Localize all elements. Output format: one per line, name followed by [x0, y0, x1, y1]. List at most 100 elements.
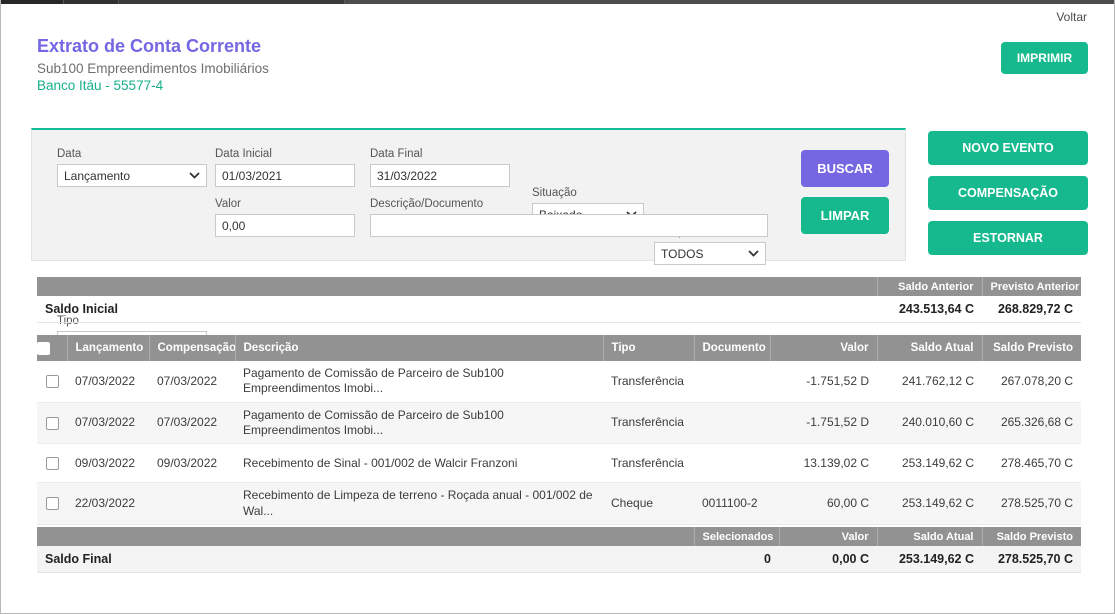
top-sliver-segment: [63, 0, 118, 4]
transaction-row: 07/03/2022 07/03/2022 Pagamento de Comis…: [37, 402, 1081, 445]
descricao-documento-input[interactable]: [370, 214, 768, 237]
valor-cell: -1.751,52 D: [770, 402, 877, 445]
valor-cell: -1.751,52 D: [770, 361, 877, 403]
top-sliver-segment: [344, 0, 1114, 4]
side-actions: NOVO EVENTO COMPENSAÇÃO ESTORNAR: [928, 131, 1088, 266]
compensacao-cell: [149, 482, 235, 526]
saldo-inicial-header-row: Saldo Anterior Previsto Anterior: [37, 277, 1081, 296]
data-inicial-input[interactable]: [215, 164, 355, 187]
filter-valor-label: Valor: [215, 198, 241, 210]
saldo-previsto-cell: 267.078,20 C: [982, 361, 1081, 403]
row-select-cell: [37, 482, 67, 526]
filter-situacao-label: Situação: [532, 187, 577, 199]
compensado-select[interactable]: TODOS: [654, 242, 766, 265]
filter-data-inicial-label: Data Inicial: [215, 148, 272, 160]
selecionados-header: Selecionados: [693, 527, 779, 546]
saldo-atual-final-value: 253.149,62 C: [877, 546, 982, 573]
saldo-previsto-cell: 265.326,68 C: [982, 402, 1081, 445]
saldo-inicial-row: Saldo Inicial 243.513,64 C 268.829,72 C: [37, 296, 1081, 323]
valor-total-header: Valor: [778, 527, 877, 546]
previsto-anterior-value: 268.829,72 C: [982, 296, 1081, 323]
row-select-cell: [37, 402, 67, 445]
novo-evento-button[interactable]: NOVO EVENTO: [928, 131, 1088, 165]
filter-data: Data Lançamento: [57, 148, 207, 187]
col-saldo-previsto: Saldo Previsto: [981, 335, 1081, 361]
top-sliver-segment: [118, 0, 344, 4]
transaction-row: 09/03/2022 09/03/2022 Recebimento de Sin…: [37, 443, 1081, 484]
saldo-final-row: Saldo Final 0 0,00 C 253.149,62 C 278.52…: [37, 546, 1081, 573]
transaction-row: 22/03/2022 Recebimento de Limpeza de ter…: [37, 482, 1081, 526]
selecionados-value: 0: [694, 546, 779, 573]
browser-top-sliver: [1, 0, 1114, 4]
documento-cell: [694, 443, 770, 484]
company-name: Sub100 Empreendimentos Imobiliários: [37, 61, 269, 76]
compensacao-button[interactable]: COMPENSAÇÃO: [928, 176, 1088, 210]
lancamento-cell: 09/03/2022: [67, 443, 149, 484]
saldo-previsto-final-value: 278.525,70 C: [982, 546, 1081, 573]
col-saldo-atual: Saldo Atual: [876, 335, 982, 361]
row-checkbox[interactable]: [45, 497, 59, 511]
filter-data-inicial: Data Inicial: [215, 148, 355, 187]
data-final-input[interactable]: [370, 164, 510, 187]
select-all-header: [37, 335, 67, 361]
filter-panel: Data Lançamento Data Inicial Data Final …: [31, 128, 906, 354]
saldo-inicial-header-spacer: [37, 277, 877, 296]
saldo-final-table: Selecionados Valor Saldo Atual Saldo Pre…: [37, 527, 1081, 573]
descricao-cell: Pagamento de Comissão de Parceiro de Sub…: [235, 402, 603, 445]
lancamento-cell: 07/03/2022: [67, 361, 149, 403]
saldo-atual-final-header: Saldo Atual: [876, 527, 982, 546]
saldo-inicial-label: Saldo Inicial: [37, 296, 877, 323]
row-checkbox[interactable]: [45, 416, 59, 430]
valor-cell: 60,00 C: [770, 482, 877, 526]
col-descricao: Descrição: [234, 335, 603, 361]
tipo-cell: Transferência: [603, 443, 694, 484]
estornar-button[interactable]: ESTORNAR: [928, 221, 1088, 255]
saldo-anterior-header: Saldo Anterior: [876, 277, 982, 296]
saldo-atual-cell: 253.149,62 C: [877, 443, 982, 484]
col-lancamento: Lançamento: [66, 335, 149, 361]
row-checkbox[interactable]: [45, 457, 59, 471]
filter-data-final: Data Final: [370, 148, 510, 187]
buscar-button[interactable]: BUSCAR: [801, 150, 889, 187]
valor-cell: 13.139,02 C: [770, 443, 877, 484]
voltar-link[interactable]: Voltar: [1056, 10, 1087, 24]
transactions-table: Lançamento Compensação Descrição Tipo Do…: [37, 335, 1081, 526]
filter-data-final-label: Data Final: [370, 148, 423, 160]
descricao-cell: Pagamento de Comissão de Parceiro de Sub…: [235, 361, 603, 403]
col-compensacao: Compensação: [148, 335, 235, 361]
descricao-cell: Recebimento de Sinal - 001/002 de Walcir…: [235, 443, 603, 484]
filter-data-label: Data: [57, 148, 82, 160]
saldo-inicial-table: Saldo Anterior Previsto Anterior Saldo I…: [37, 277, 1081, 323]
saldo-previsto-cell: 278.525,70 C: [982, 482, 1081, 526]
documento-cell: [694, 402, 770, 445]
transactions-header-row: Lançamento Compensação Descrição Tipo Do…: [37, 335, 1081, 361]
data-select[interactable]: Lançamento: [57, 164, 207, 187]
compensacao-cell: 07/03/2022: [149, 402, 235, 445]
compensacao-cell: 09/03/2022: [149, 443, 235, 484]
select-all-checkbox[interactable]: [37, 341, 50, 355]
page-header: Extrato de Conta Corrente Sub100 Empreen…: [37, 36, 269, 93]
col-valor: Valor: [769, 335, 877, 361]
saldo-previsto-final-header: Saldo Previsto: [981, 527, 1081, 546]
saldo-atual-cell: 240.010,60 C: [877, 402, 982, 445]
valor-input[interactable]: [215, 214, 355, 237]
descricao-cell: Recebimento de Limpeza de terreno - Roça…: [235, 482, 603, 526]
page-title: Extrato de Conta Corrente: [37, 36, 262, 56]
limpar-button[interactable]: LIMPAR: [801, 197, 889, 234]
saldo-final-header-spacer: [37, 527, 694, 546]
saldo-atual-cell: 253.149,62 C: [877, 482, 982, 526]
tipo-cell: Transferência: [603, 402, 694, 445]
saldo-final-label: Saldo Final: [37, 546, 694, 573]
saldo-anterior-value: 243.513,64 C: [877, 296, 982, 323]
compensacao-cell: 07/03/2022: [149, 361, 235, 403]
row-checkbox[interactable]: [45, 375, 59, 388]
documento-cell: [694, 361, 770, 403]
saldo-final-header-row: Selecionados Valor Saldo Atual Saldo Pre…: [37, 527, 1081, 546]
tipo-cell: Cheque: [603, 482, 694, 526]
documento-cell: 0011100-2: [694, 482, 770, 526]
col-documento: Documento: [693, 335, 770, 361]
imprimir-button[interactable]: IMPRIMIR: [1001, 42, 1088, 74]
transaction-row: 07/03/2022 07/03/2022 Pagamento de Comis…: [37, 361, 1081, 403]
previsto-anterior-header: Previsto Anterior: [981, 277, 1081, 296]
